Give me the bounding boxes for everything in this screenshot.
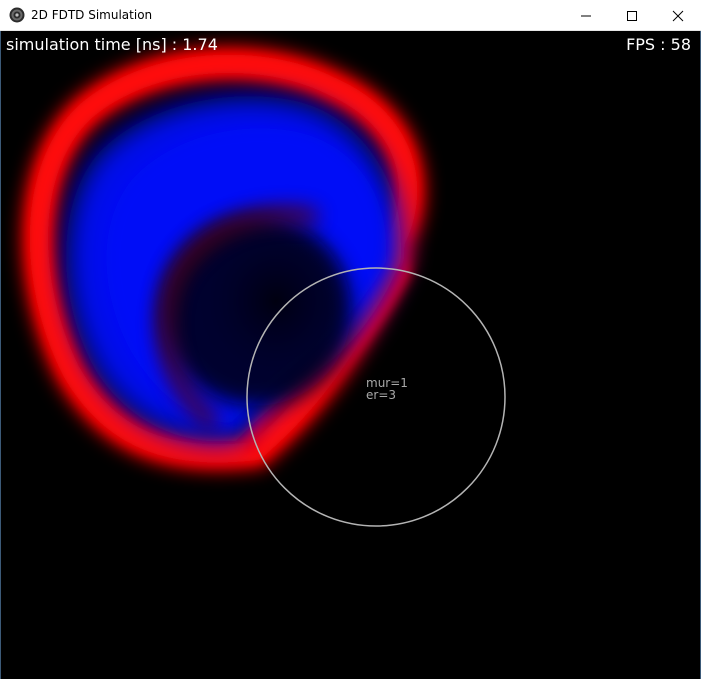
maximize-button[interactable] [609,0,655,31]
material-region-outline[interactable] [246,267,506,527]
negative-wavefront [66,96,401,442]
minimize-icon [581,15,591,16]
fps-value: 58 [670,35,691,54]
window-title: 2D FDTD Simulation [31,8,153,22]
simulation-time-label: simulation time [ns] [6,35,167,54]
simulation-canvas[interactable]: simulation time [ns] : 1.74 FPS : 58 mur… [1,31,700,678]
material-properties-label: mur=1 er=3 [366,377,408,401]
field-visualization [21,46,506,527]
er-value: er=3 [366,388,397,402]
title-bar[interactable]: 2D FDTD Simulation [0,0,701,31]
fps-separator: : [655,35,671,54]
mur-value: mur=1 [366,376,408,390]
window-frame-left [0,31,1,679]
simulation-time-readout: simulation time [ns] : 1.74 [6,35,218,54]
fps-readout: FPS : 58 [626,35,691,54]
reflected-wavefront [157,206,318,428]
close-icon [672,10,684,21]
fps-label: FPS [626,35,656,54]
minimize-button[interactable] [563,0,609,31]
simulation-time-separator: : [166,35,183,54]
close-button[interactable] [655,0,701,31]
simulation-time-value: 1.74 [182,35,218,54]
app-icon [9,7,25,23]
maximize-icon [627,10,637,21]
